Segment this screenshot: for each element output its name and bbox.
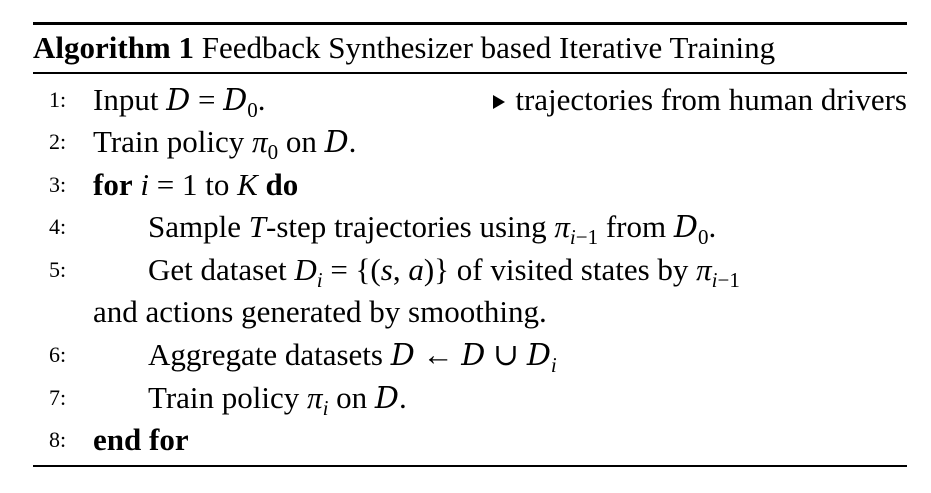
caption-rule xyxy=(33,72,907,74)
algorithm-line-6: 6: Aggregate datasets D ← D ∪ Di xyxy=(33,334,907,376)
algorithm-line-2: 2: Train policy π0 on D. xyxy=(33,121,907,163)
line-text-pre: Input xyxy=(93,82,167,117)
line-number: 4: xyxy=(49,214,67,239)
algorithm-line-8: 8: end for xyxy=(33,419,907,461)
bottom-rule xyxy=(33,465,907,467)
line-text: Input D = D0. xyxy=(93,82,266,122)
line-text: and actions generated by smoothing. xyxy=(93,294,547,329)
comment-text: trajectories from human drivers xyxy=(515,82,907,117)
line-text-pre: Train policy xyxy=(93,124,253,159)
algorithm-caption: Algorithm 1 Feedback Synthesizer based I… xyxy=(33,26,907,70)
algorithm-line-5: 5: Get dataset Di = {(s, a)} of visited … xyxy=(33,249,907,291)
line-text-pre: Get dataset xyxy=(148,252,295,287)
line-text-pre: Train policy xyxy=(148,380,308,415)
keyword-do: do xyxy=(265,167,299,202)
line-number: 3: xyxy=(49,172,67,197)
line-text: end for xyxy=(93,419,189,461)
line-text: Get dataset Di = {(s, a)} of visited sta… xyxy=(148,252,740,292)
line-text-mid: to xyxy=(197,167,238,202)
line-number: 7: xyxy=(49,385,67,410)
line-text: Train policy πi on D. xyxy=(148,380,407,420)
line-number: 6: xyxy=(49,342,67,367)
algorithm-label: Algorithm 1 xyxy=(33,30,195,65)
keyword-end-for: end for xyxy=(93,422,189,457)
algorithm-block: Algorithm 1 Feedback Synthesizer based I… xyxy=(33,0,907,493)
line-number: 1: xyxy=(49,87,67,112)
algorithm-line-7: 7: Train policy πi on D. xyxy=(33,377,907,419)
algorithm-line-3: 3: for i = 1 to K do xyxy=(33,164,907,206)
line-number: 2: xyxy=(49,129,67,154)
top-rule xyxy=(33,22,907,25)
algorithm-line-5-continued: and actions generated by smoothing. xyxy=(33,291,907,333)
line-text: for i = 1 to K do xyxy=(93,167,299,202)
keyword-for: for xyxy=(93,167,133,202)
line-text: Train policy π0 on D. xyxy=(93,124,357,164)
line-text-mid: of visited states by xyxy=(449,252,697,287)
line-comment: trajectories from human drivers xyxy=(493,79,907,121)
comment-triangle-icon xyxy=(493,95,506,109)
line-text-mid: on xyxy=(328,380,375,415)
line-text-pre: Sample xyxy=(148,209,249,244)
line-text-mid: -step trajectories using xyxy=(266,209,555,244)
algorithm-title: Feedback Synthesizer based Iterative Tra… xyxy=(201,30,776,65)
algorithm-line-1: 1: Input D = D0. trajectories from human… xyxy=(33,79,907,121)
line-number: 8: xyxy=(49,427,67,452)
algorithm-line-4: 4: Sample T-step trajectories using πi−1… xyxy=(33,206,907,248)
line-text: Sample T-step trajectories using πi−1 fr… xyxy=(148,209,717,249)
line-text-pre: Aggregate datasets xyxy=(148,337,391,372)
line-number: 5: xyxy=(49,257,67,282)
line-text-post: from xyxy=(598,209,674,244)
line-text-mid: on xyxy=(278,124,325,159)
line-text: Aggregate datasets D ← D ∪ Di xyxy=(148,337,557,377)
